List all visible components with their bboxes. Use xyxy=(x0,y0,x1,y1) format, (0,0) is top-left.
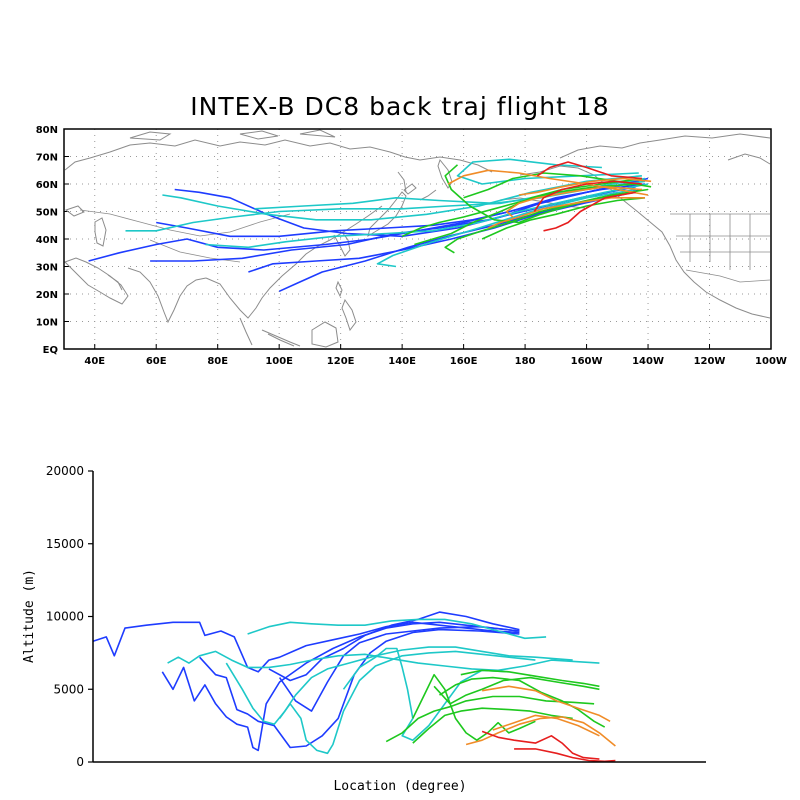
trajectory-line xyxy=(125,177,646,232)
altitude-x-label: Location (degree) xyxy=(333,779,466,794)
altitude-trajectory-line xyxy=(225,646,573,725)
map-x-tick: 100W xyxy=(755,356,787,367)
map-x-tick: 160E xyxy=(450,356,478,367)
map-x-tick: 100E xyxy=(265,356,293,367)
map-x-tick: 120W xyxy=(694,356,726,367)
map-grid xyxy=(64,128,772,350)
trajectory-line xyxy=(533,180,642,212)
altitude-trajectory-line xyxy=(492,714,600,737)
altitude-trajectory-line xyxy=(433,676,600,705)
altitude-trajectory-line xyxy=(167,650,600,672)
altitude-trajectory-line xyxy=(481,730,600,760)
altitude-trajectories xyxy=(92,611,616,763)
map-x-tick-labels: 40E 60E 80E 100E 120E 140E 160E 180 160W 140W 120W… xyxy=(84,356,787,367)
map-y-tick: 60N xyxy=(36,180,58,191)
map-y-tick: 20N xyxy=(36,290,58,301)
altitude-trajectory-line xyxy=(439,676,606,728)
map-x-tick: 120E xyxy=(327,356,355,367)
trajectory-line xyxy=(162,175,642,221)
altitude-trajectory-line xyxy=(268,611,520,682)
altitude-trajectory-line xyxy=(465,716,616,747)
altitude-trajectory-line xyxy=(278,625,520,712)
altitude-y-tick: 10000 xyxy=(46,610,84,624)
map-y-tick: 50N xyxy=(36,208,58,219)
map-y-tick: 70N xyxy=(36,153,58,164)
trajectory-line xyxy=(536,161,642,180)
back-trajectories xyxy=(88,158,652,293)
map-y-tick: 80N xyxy=(36,125,58,136)
map-y-tick: 30N xyxy=(36,263,58,274)
trajectory-line xyxy=(447,169,649,196)
altitude-panel: 0 5000 10000 15000 20000 Location (degree) A… xyxy=(22,464,706,794)
altitude-y-tick: 15000 xyxy=(46,537,84,551)
altitude-trajectory-line xyxy=(161,621,520,752)
trajectory-line xyxy=(487,197,645,229)
map-y-tick: EQ xyxy=(43,345,58,356)
map-y-tick: 40N xyxy=(36,235,58,246)
altitude-y-tick: 5000 xyxy=(53,682,84,696)
map-x-tick: 180 xyxy=(515,356,536,367)
altitude-trajectory-line xyxy=(412,673,536,741)
altitude-trajectory-line xyxy=(278,650,536,755)
altitude-trajectory-line xyxy=(342,647,509,741)
trajectory-line xyxy=(543,191,636,232)
trajectory-line xyxy=(414,177,643,246)
altitude-trajectory-line xyxy=(247,618,547,640)
map-frame xyxy=(63,128,772,350)
map-y-tick-labels: EQ 10N 20N 30N 40N 50N 60N 70N 80N xyxy=(36,125,58,356)
altitude-y-tick: 20000 xyxy=(46,464,84,478)
altitude-y-tick-labels: 0 5000 10000 15000 20000 xyxy=(46,464,93,769)
trajectory-line xyxy=(481,197,646,240)
map-x-tick: 160W xyxy=(571,356,603,367)
altitude-trajectory-line xyxy=(412,707,573,744)
trajectory-line xyxy=(88,183,646,262)
altitude-y-label: Altitude (m) xyxy=(22,569,37,663)
altitude-trajectory-line xyxy=(514,748,616,763)
trajectory-line xyxy=(456,158,639,185)
trajectory-line xyxy=(205,183,649,249)
trajectory-line xyxy=(518,177,652,196)
trajectory-line xyxy=(376,188,636,268)
map-x-tick: 60E xyxy=(146,356,167,367)
map-x-tick: 140E xyxy=(388,356,416,367)
map-panel: 40E 60E 80E 100E 120E 140E 160E 180 160W 140W 120W… xyxy=(36,125,787,367)
altitude-trajectory-line xyxy=(460,669,600,688)
altitude-trajectory-line xyxy=(481,685,611,723)
trajectory-line xyxy=(505,186,642,218)
trajectory-line xyxy=(401,183,639,238)
altitude-y-tick: 0 xyxy=(76,755,84,769)
map-x-tick: 140W xyxy=(632,356,664,367)
altitude-trajectory-line xyxy=(199,628,520,749)
altitude-trajectory-line xyxy=(385,695,595,743)
chart-title: INTEX-B DC8 back traj flight 18 xyxy=(190,92,610,121)
map-x-tick: 80E xyxy=(207,356,228,367)
political-boundaries xyxy=(79,209,771,283)
map-x-tick: 40E xyxy=(84,356,105,367)
map-y-tick: 10N xyxy=(36,318,58,329)
trajectory-line xyxy=(156,177,649,238)
